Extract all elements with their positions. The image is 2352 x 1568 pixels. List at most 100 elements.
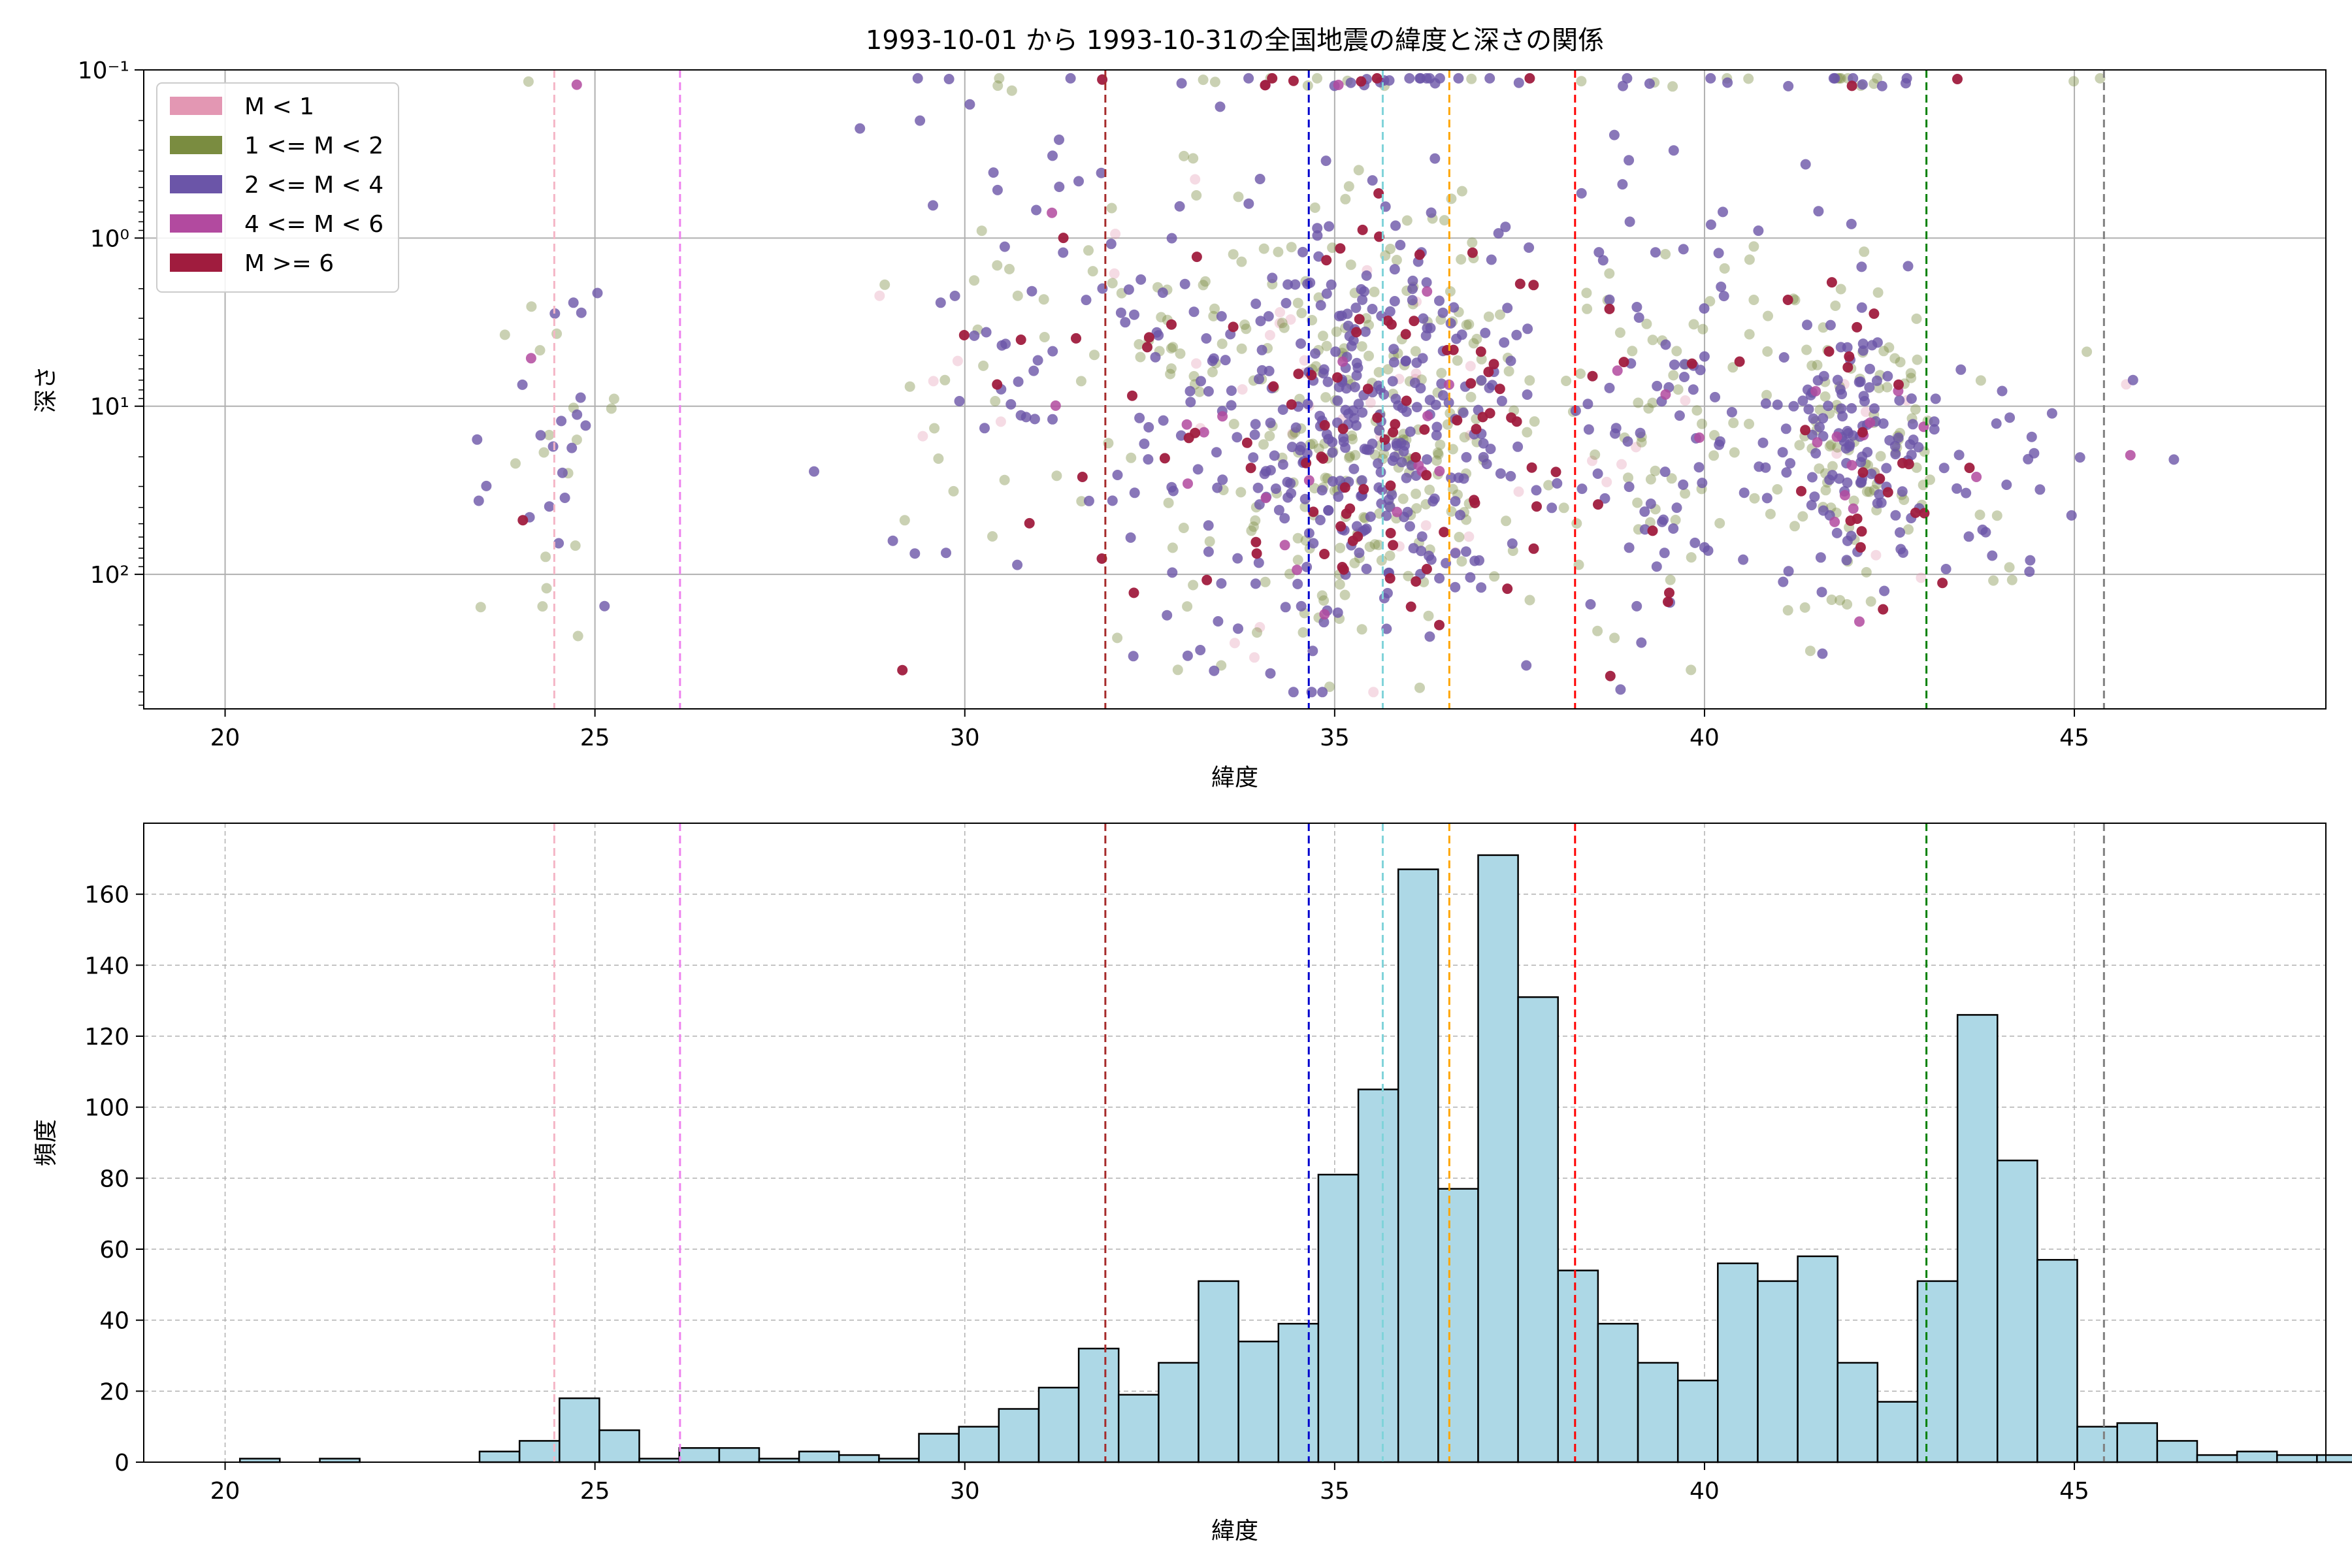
scatter-point [1226,400,1237,411]
scatter-point [1835,384,1846,395]
scatter-point [1004,263,1015,274]
scatter-point [1514,278,1526,289]
scatter-point [1349,557,1360,568]
scatter-point [1878,418,1889,429]
scatter-point [1878,346,1889,357]
scatter-point [1249,652,1260,663]
scatter-point [899,515,910,526]
scatter-point [1434,466,1445,477]
scatter-point [1252,627,1262,638]
scatter-point [1882,370,1893,382]
scatter-point [1179,150,1190,161]
scatter-point [557,467,568,478]
scatter-point [1903,524,1914,535]
scatter-point [1879,585,1890,596]
scatter-point [1203,520,1214,531]
scatter-point [1604,294,1615,305]
scatter-point [1384,550,1396,561]
scatter-point [1384,306,1396,317]
scatter-point [1908,434,1919,446]
scatter-point [1364,350,1374,361]
scatter-point [1558,502,1569,514]
scatter-point [1424,631,1435,642]
scatter-point [1361,270,1372,281]
scatter-point [1373,188,1384,199]
scatter-point [1513,486,1524,497]
scatter-point [1026,286,1037,297]
scatter-point [499,329,510,340]
scatter-point [1402,506,1413,517]
scatter-point [1415,383,1426,394]
scatter-point [1468,338,1479,349]
scatter-point [1128,587,1139,598]
scatter-point [1273,504,1284,515]
scatter-point [1443,397,1454,408]
scatter-x-tick-label: 45 [2059,725,2089,751]
scatter-point [1411,576,1422,587]
scatter-point [1400,355,1411,367]
scatter-point [1781,467,1792,478]
scatter-point [1190,427,1201,438]
scatter-point [1713,248,1724,259]
scatter-point [1903,459,1914,470]
scatter-point [1587,455,1597,466]
scatter-point [1857,451,1868,463]
scatter-point [992,80,1004,91]
scatter-point [1376,498,1387,509]
scatter-point [1255,316,1266,327]
scatter-point [1870,549,1882,561]
scatter-point [1940,564,1952,574]
scatter-point [1143,422,1154,433]
scatter-point [1388,357,1399,368]
scatter-point [1021,412,1032,423]
scatter-point [1884,435,1895,446]
scatter-point [1250,578,1261,589]
scatter-point [1726,406,1737,417]
scatter-point [544,429,555,440]
scatter-point [1181,419,1192,430]
scatter-point [1668,523,1679,534]
scatter-point [1071,333,1081,344]
histogram-bar [1717,1262,1759,1463]
scatter-point [1125,532,1136,543]
scatter-point [1254,174,1266,184]
scatter-point [1855,542,1866,553]
histogram-bar [1077,1347,1120,1463]
scatter-point [1176,78,1187,89]
scatter-point [1209,665,1220,676]
scatter-point [1166,319,1177,330]
scatter-point [1256,344,1267,355]
scatter-point [1426,207,1437,218]
scatter-point [1738,554,1749,565]
scatter-point [1857,79,1868,90]
scatter-point [1622,436,1633,447]
histogram-bar [1956,1014,1999,1463]
scatter-point [1739,487,1750,498]
scatter-point [1812,437,1823,448]
scatter-point [1260,493,1271,504]
scatter-point [1315,515,1326,525]
scatter-point [1309,202,1320,213]
scatter-point [1414,249,1425,260]
scatter-point [1592,625,1603,636]
scatter-point [941,547,951,559]
scatter-point [1194,386,1205,397]
histogram-bar [478,1450,521,1463]
scatter-point [1317,687,1328,698]
scatter-point [1418,576,1429,587]
scatter-point [1869,403,1880,414]
scatter-point [1824,441,1835,452]
scatter-point [1258,243,1269,254]
scatter-point [1369,539,1380,550]
scatter-point [1282,279,1294,290]
scatter-points [472,73,2180,698]
scatter-point [1864,382,1875,393]
scatter-point [1373,458,1384,469]
scatter-point [1463,319,1475,330]
scatter-point [1380,250,1391,261]
scatter-point [1305,439,1316,450]
scatter-point [523,76,534,87]
scatter-point [1467,247,1478,258]
scatter-point [1610,423,1622,434]
scatter-point [1496,395,1507,406]
